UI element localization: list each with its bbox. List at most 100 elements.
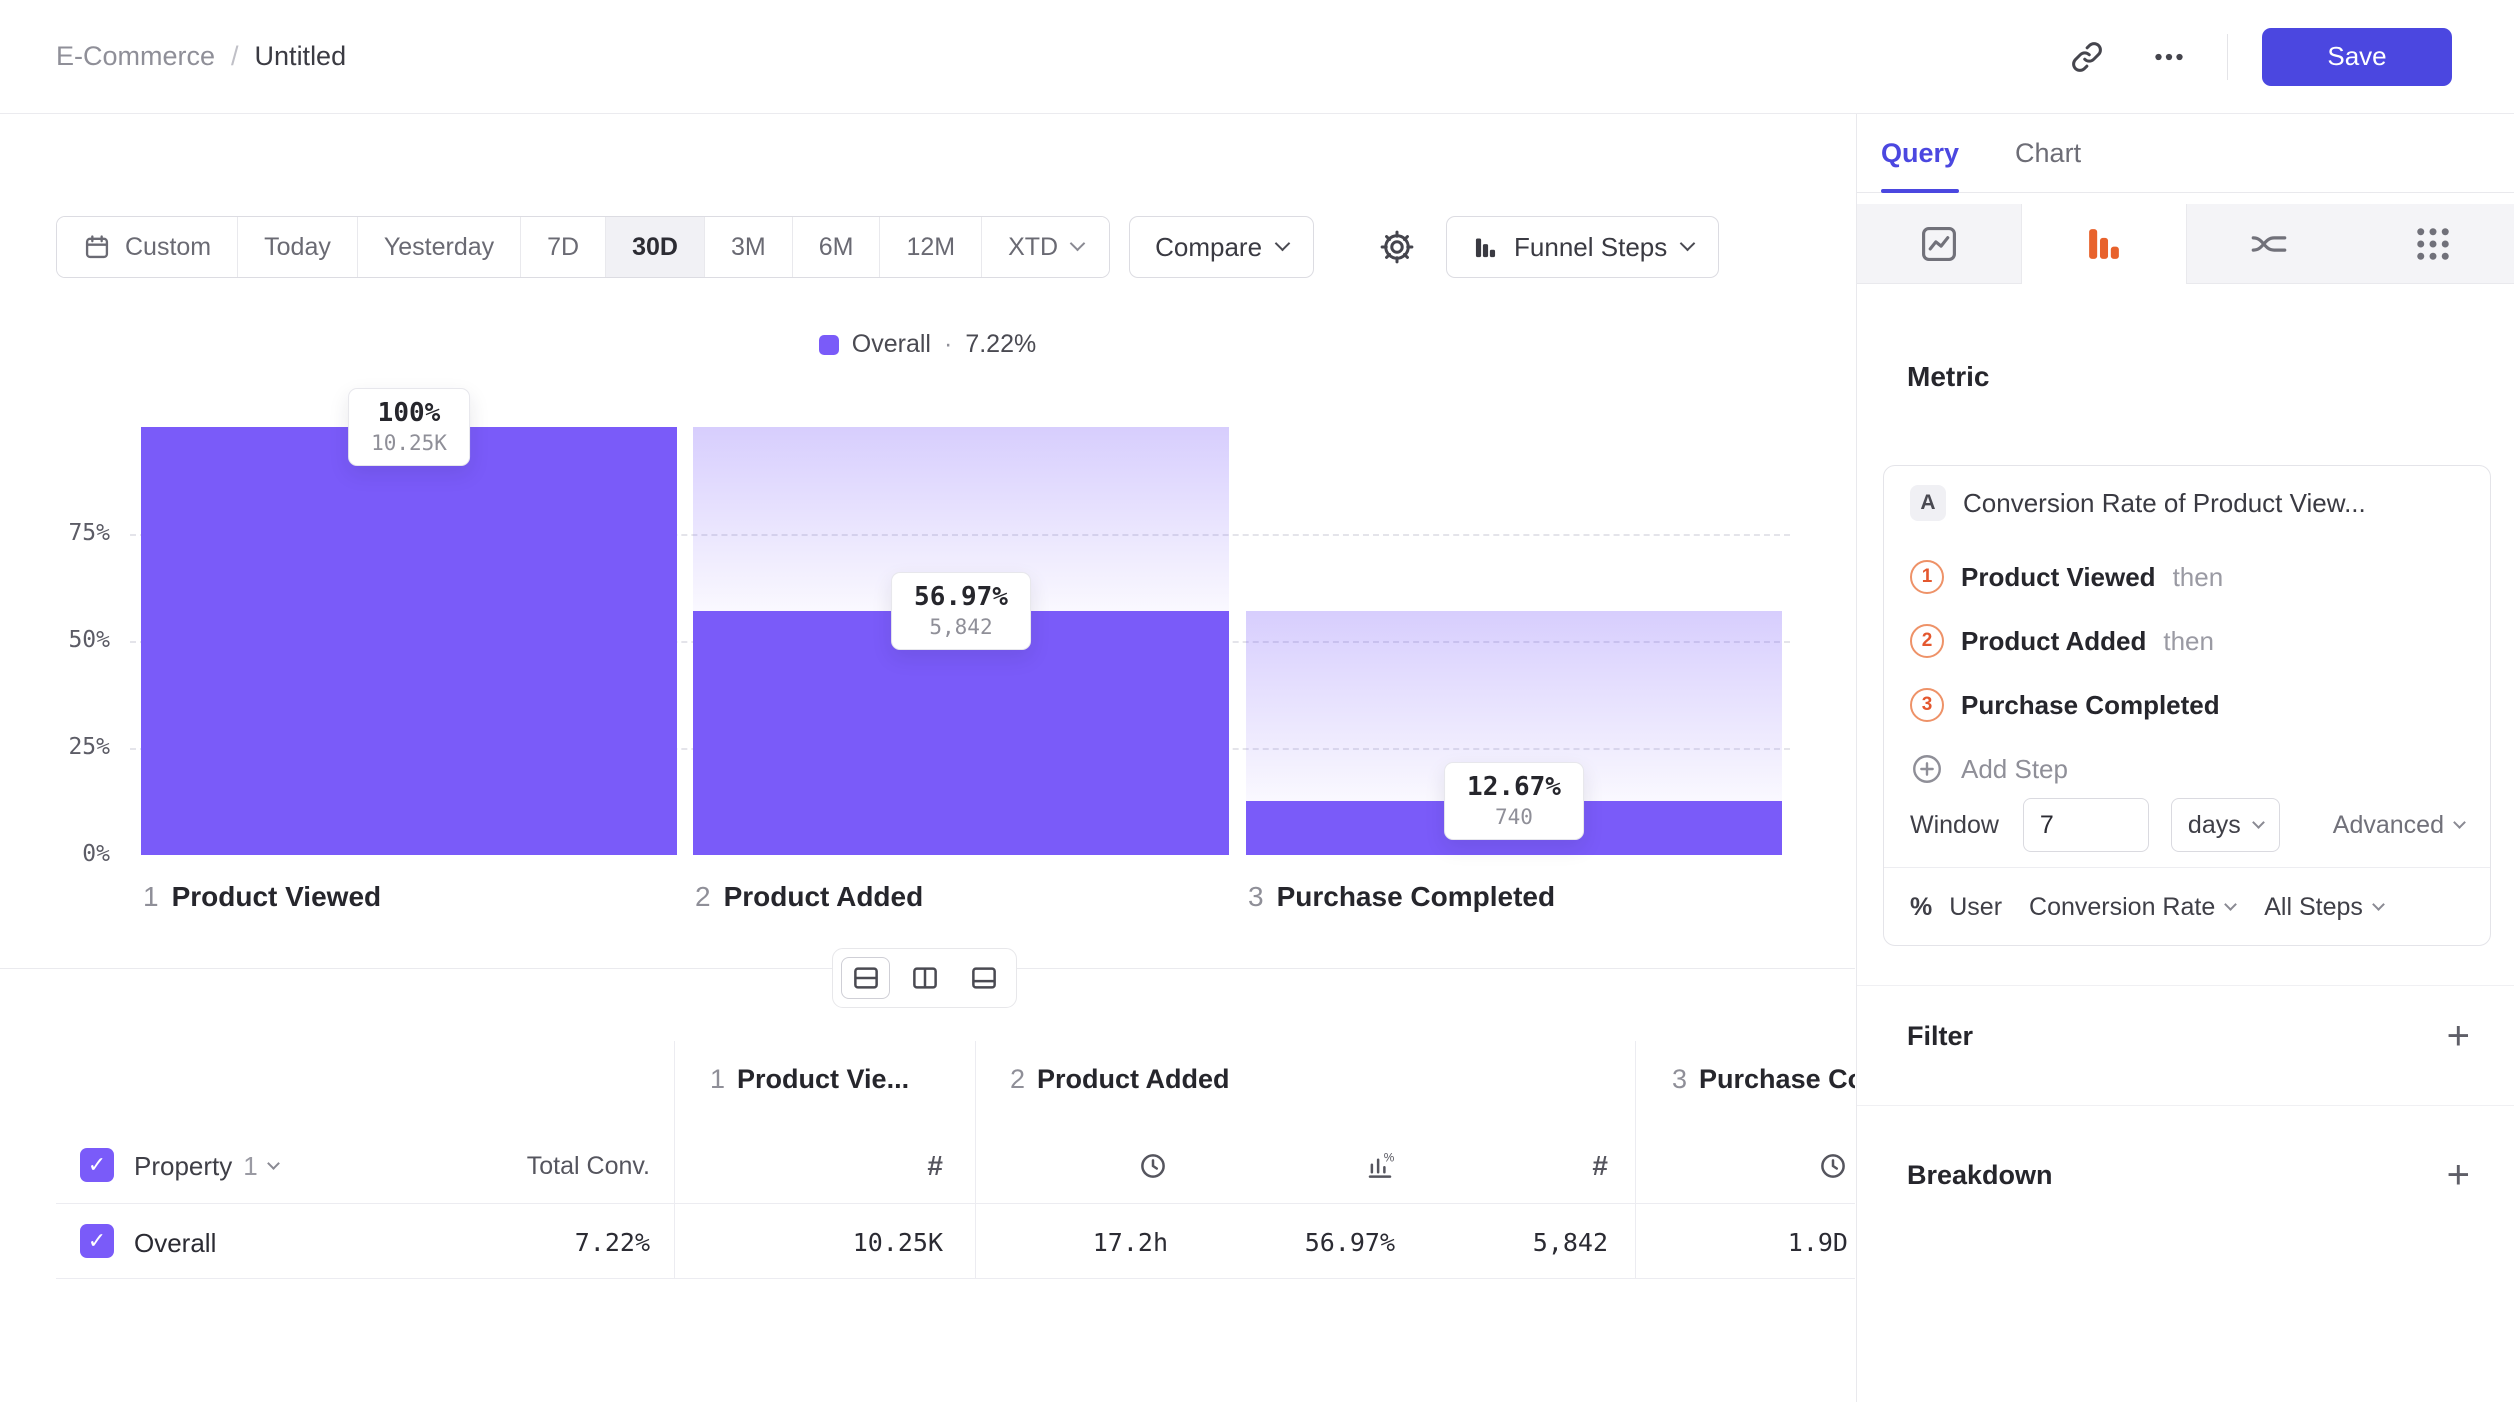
group-name: Purchase Completed — [1699, 1064, 1855, 1094]
funnel-step-row-2[interactable]: 2 Product Added then — [1910, 619, 2464, 663]
more-options-button[interactable] — [2145, 33, 2193, 81]
funnel-solid-region — [1246, 800, 1782, 855]
column-count-icon-cell[interactable]: # — [733, 1146, 943, 1186]
y-axis-tick: 50% — [68, 627, 110, 653]
column-count-icon-cell[interactable]: # — [1398, 1146, 1608, 1186]
chevron-down-icon — [1679, 235, 1696, 252]
layout-bottom-panel-icon — [971, 967, 996, 989]
step-event-name: Product Added — [1961, 625, 2147, 656]
range-6m[interactable]: 6M — [791, 217, 880, 277]
chart-type-flows[interactable] — [2187, 204, 2351, 284]
steps-scope-select[interactable]: All Steps — [2264, 893, 2385, 922]
compare-label: Compare — [1155, 231, 1263, 262]
column-conversion-rate-icon-cell[interactable]: % — [1185, 1146, 1395, 1186]
window-value-input[interactable]: 7 — [2022, 798, 2149, 852]
measure-select[interactable]: Conversion Rate — [2029, 893, 2238, 922]
chart-type-button[interactable]: Funnel Steps — [1446, 216, 1720, 278]
ellipsis-icon — [2155, 53, 2183, 60]
table-group-step-2: 2 Product Added — [1010, 1064, 1230, 1095]
header-actions: Save — [2063, 27, 2452, 86]
breadcrumb-parent[interactable]: E-Commerce — [56, 41, 216, 71]
chart-type-breakdown-grid[interactable] — [2351, 204, 2514, 284]
metric-title: Conversion Rate of Product View... — [1963, 487, 2366, 518]
chart-type-insights[interactable] — [1857, 204, 2021, 284]
funnel-bars-icon — [2089, 229, 2119, 259]
gridline — [130, 534, 1790, 536]
range-today[interactable]: Today — [237, 217, 357, 277]
row-checkbox[interactable] — [80, 1224, 114, 1258]
filter-heading: Filter — [1907, 1020, 1974, 1051]
window-unit-select[interactable]: days — [2170, 798, 2280, 852]
chart-settings-button[interactable] — [1372, 222, 1422, 272]
chevron-down-icon — [266, 1157, 280, 1170]
custom-range-button[interactable]: Custom — [57, 217, 238, 277]
range-3m[interactable]: 3M — [703, 217, 792, 277]
column-avg-time-icon-cell[interactable] — [958, 1146, 1168, 1186]
table-row-divider — [56, 1278, 1855, 1279]
table-row-divider — [56, 1203, 1855, 1204]
plus-circle-icon — [1913, 755, 1941, 783]
add-breakdown-button[interactable]: + — [2446, 1153, 2470, 1197]
chart-toolbar: Custom Today Yesterday 7D 30D 3M 6M 12M … — [56, 216, 1720, 278]
chevron-down-icon — [2224, 898, 2238, 911]
funnel-step-row-3[interactable]: 3 Purchase Completed — [1910, 683, 2464, 727]
y-axis-tick: 75% — [68, 520, 110, 546]
card-divider — [1884, 867, 2490, 868]
entity-select[interactable]: User — [1949, 892, 2003, 921]
total-conversion-value: 7.22% — [574, 1228, 650, 1257]
chevron-down-icon — [2453, 816, 2466, 829]
save-button[interactable]: Save — [2262, 27, 2452, 86]
property-selector[interactable]: Property 1 — [134, 1146, 280, 1186]
section-divider — [1857, 1105, 2514, 1106]
chart-layout-toggles — [832, 948, 1017, 1008]
step-event-name: Product Viewed — [1961, 561, 2156, 592]
step-event-name: Purchase Completed — [1961, 689, 2220, 720]
main-panel: Custom Today Yesterday 7D 30D 3M 6M 12M … — [0, 114, 1855, 1402]
funnel-bar-step-2[interactable]: 56.97% 5,842 2 Product Added — [693, 427, 1229, 912]
layout-rows-button[interactable] — [841, 957, 890, 999]
column-divider — [975, 1041, 976, 1278]
total-conversion-header: Total Conv. — [526, 1152, 650, 1180]
cell-value: 5,842 — [1532, 1228, 1608, 1257]
range-7d[interactable]: 7D — [520, 217, 606, 277]
header-divider — [2227, 33, 2228, 80]
window-unit-label: days — [2187, 810, 2241, 839]
breadcrumb-current[interactable]: Untitled — [254, 41, 347, 71]
step-number: 2 — [695, 881, 711, 912]
tab-chart[interactable]: Chart — [2015, 137, 2082, 168]
range-12m[interactable]: 12M — [879, 217, 982, 277]
compare-button[interactable]: Compare — [1129, 216, 1315, 278]
table-group-step-1: 1 Product Vie... — [710, 1064, 909, 1095]
select-all-checkbox[interactable] — [80, 1148, 114, 1182]
group-index: 1 — [710, 1064, 726, 1094]
layout-bottom-panel-button[interactable] — [959, 957, 1008, 999]
chevron-down-icon — [1069, 235, 1086, 252]
range-30d-selected[interactable]: 30D — [605, 217, 704, 277]
funnel-bar-step-1[interactable]: 100% 10.25K 1 Product Viewed — [141, 388, 677, 912]
chart-legend[interactable]: Overall · 7.22% — [0, 330, 1855, 359]
add-filter-button[interactable]: + — [2446, 1014, 2470, 1058]
table-group-step-3: 3 Purchase Completed — [1672, 1064, 1855, 1095]
property-label: Property — [134, 1150, 233, 1181]
layout-columns-button[interactable] — [900, 957, 949, 999]
legend-value: 7.22% — [965, 330, 1037, 358]
funnel-chart: 100% 10.25K 1 Product Viewed 56.97% 5,84… — [0, 388, 1855, 912]
advanced-toggle[interactable]: Advanced — [2333, 811, 2466, 840]
group-name: Product Added — [1037, 1064, 1230, 1094]
step-axis-label: 2 Product Added — [695, 881, 923, 913]
add-step-button[interactable]: Add Step — [1910, 747, 2464, 791]
metric-title-row[interactable]: A Conversion Rate of Product View... — [1910, 481, 2464, 525]
funnel-step-row-1[interactable]: 1 Product Viewed then — [1910, 555, 2464, 599]
property-index: 1 — [243, 1150, 258, 1181]
group-index: 3 — [1672, 1064, 1688, 1094]
share-link-button[interactable] — [2063, 33, 2111, 81]
query-panel: Query Chart Metric A Conversion Rate of … — [1856, 114, 2514, 1402]
tab-query[interactable]: Query — [1881, 114, 1960, 193]
funnel-bar-step-3[interactable]: 12.67% 740 3 Purchase Completed — [1246, 427, 1782, 912]
range-yesterday[interactable]: Yesterday — [356, 217, 521, 277]
column-avg-time-icon-cell[interactable] — [1638, 1146, 1848, 1186]
chart-type-funnel[interactable] — [2021, 204, 2187, 284]
range-xtd[interactable]: XTD — [981, 217, 1110, 277]
funnel-ghost-region — [693, 427, 1229, 612]
